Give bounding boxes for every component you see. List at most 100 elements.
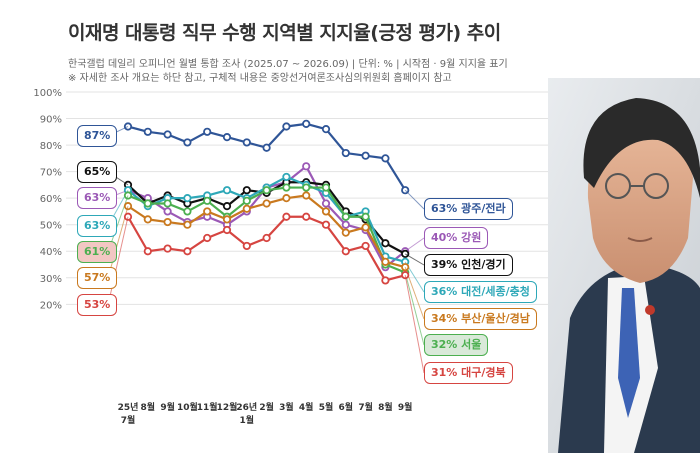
data-point	[242, 241, 251, 251]
end-label: 31% 대구/경북	[424, 362, 513, 384]
data-point	[341, 228, 350, 237]
data-point	[242, 138, 251, 147]
x-tick-label: 3월	[279, 401, 294, 413]
data-point	[381, 276, 390, 285]
data-point	[203, 127, 212, 136]
data-point	[341, 212, 350, 221]
data-point	[341, 148, 350, 158]
data-point	[183, 138, 192, 147]
data-point	[222, 186, 232, 195]
data-point	[143, 215, 152, 224]
y-tick-label: 90%	[40, 115, 62, 126]
x-tick-label: 10월	[177, 401, 198, 413]
data-point	[361, 223, 370, 232]
data-point	[242, 204, 251, 213]
data-point	[222, 215, 232, 224]
series-대구/경북	[107, 212, 425, 374]
data-point	[163, 217, 172, 227]
data-point	[203, 196, 212, 205]
start-label: 63%	[77, 187, 118, 209]
start-label: 65%	[77, 161, 118, 183]
chart-title: 이재명 대통령 직무 수행 지역별 지지율(긍정 평가) 추이	[68, 22, 501, 44]
data-point	[361, 241, 370, 251]
chart-subtitle: 한국갤럽 데일리 오피니언 월별 통합 조사 (2025.07 ~ 2026.0…	[68, 59, 508, 70]
x-tick-label: 8월	[378, 401, 393, 413]
data-point	[183, 247, 192, 256]
end-label: 40% 강원	[424, 227, 489, 249]
x-tick-label: 8월	[141, 401, 156, 413]
x-tick-label: 25년	[118, 401, 139, 413]
data-point	[163, 199, 172, 208]
data-point	[361, 212, 370, 221]
y-tick-label: 70%	[40, 168, 62, 179]
series-부산/울산/경남	[107, 191, 425, 320]
data-point	[143, 199, 152, 208]
data-point	[321, 125, 331, 134]
data-point	[163, 207, 172, 216]
data-point	[203, 207, 212, 216]
y-tick-label: 80%	[40, 141, 62, 152]
data-point	[183, 194, 192, 203]
start-leader	[107, 216, 129, 306]
start-label: 53%	[77, 294, 118, 316]
data-point	[302, 119, 311, 128]
data-point	[302, 191, 311, 200]
data-point	[282, 183, 291, 192]
end-leader	[404, 272, 425, 346]
x-tick-label: 1월	[240, 414, 255, 426]
x-tick-label: 6월	[339, 401, 354, 413]
data-point	[321, 220, 331, 229]
x-tick-label: 7월	[358, 401, 373, 413]
series-강원	[107, 162, 425, 272]
end-label: 63% 광주/전라	[424, 198, 513, 220]
data-point	[183, 207, 192, 216]
data-point	[262, 199, 271, 208]
x-tick-label: 5월	[319, 401, 334, 413]
data-point	[282, 122, 291, 131]
person-photo	[548, 78, 700, 453]
data-point	[341, 247, 350, 256]
data-point	[143, 247, 152, 256]
x-tick-label: 9월	[160, 401, 175, 413]
data-point	[341, 220, 350, 229]
data-point	[302, 183, 311, 192]
end-leader	[404, 253, 425, 266]
start-label: 87%	[77, 125, 118, 147]
end-leader	[404, 275, 425, 374]
data-point	[183, 220, 192, 229]
start-label: 63%	[77, 215, 118, 237]
series-layer	[107, 119, 425, 374]
data-point	[282, 212, 291, 221]
data-point	[361, 151, 370, 160]
data-point	[381, 239, 390, 248]
data-point	[222, 202, 232, 211]
data-point	[242, 186, 251, 195]
start-label: 61%	[77, 241, 118, 263]
y-axis: 100% 90% 80% 70% 60% 50% 40% 30% 20%	[33, 88, 62, 311]
y-tick-label: 60%	[40, 194, 62, 205]
y-tick-label: 100%	[33, 88, 62, 99]
x-tick-label: 7월	[121, 414, 136, 426]
x-tick-label: 9월	[398, 401, 413, 413]
y-tick-label: 40%	[40, 247, 62, 258]
end-label: 32% 서울	[424, 334, 489, 356]
data-point	[203, 233, 212, 243]
start-label: 57%	[77, 267, 118, 289]
x-tick-label: 2월	[259, 401, 274, 413]
data-point	[381, 257, 390, 266]
data-point	[321, 199, 331, 208]
data-point	[302, 162, 311, 171]
x-tick-label: 4월	[299, 401, 314, 413]
data-point	[262, 143, 271, 152]
data-point	[381, 154, 390, 163]
data-point	[163, 244, 172, 253]
data-point	[282, 172, 291, 182]
data-point	[242, 196, 251, 205]
series-광주/전라	[107, 119, 425, 210]
end-label: 36% 대전/세종/충청	[424, 281, 537, 303]
end-leader	[404, 189, 425, 210]
data-point	[321, 183, 331, 192]
data-point	[222, 133, 232, 142]
